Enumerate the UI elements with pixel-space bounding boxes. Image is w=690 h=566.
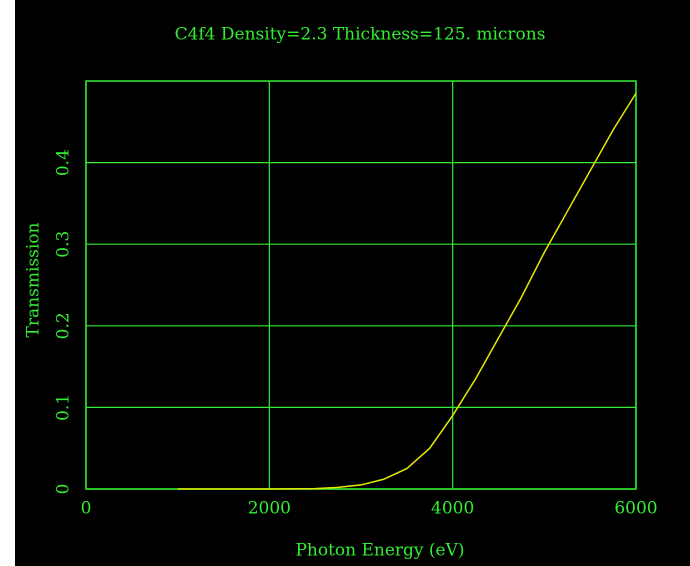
x-tick-label: 0 — [81, 499, 92, 519]
x-axis-label: Photon Energy (eV) — [295, 541, 464, 561]
background — [15, 0, 690, 566]
x-tick-label: 2000 — [248, 499, 291, 519]
x-tick-label: 6000 — [614, 499, 657, 519]
y-axis-label: Transmission — [24, 223, 44, 338]
chart-title: C4f4 Density=2.3 Thickness=125. microns — [175, 25, 546, 45]
y-tick-label: 0.3 — [54, 231, 74, 258]
x-tick-label: 4000 — [431, 499, 474, 519]
y-tick-label: 0.4 — [54, 149, 74, 176]
y-tick-label: 0 — [54, 484, 74, 495]
y-tick-label: 0.2 — [54, 312, 74, 339]
data-line — [177, 92, 637, 490]
y-tick-label: 0.1 — [54, 394, 74, 421]
